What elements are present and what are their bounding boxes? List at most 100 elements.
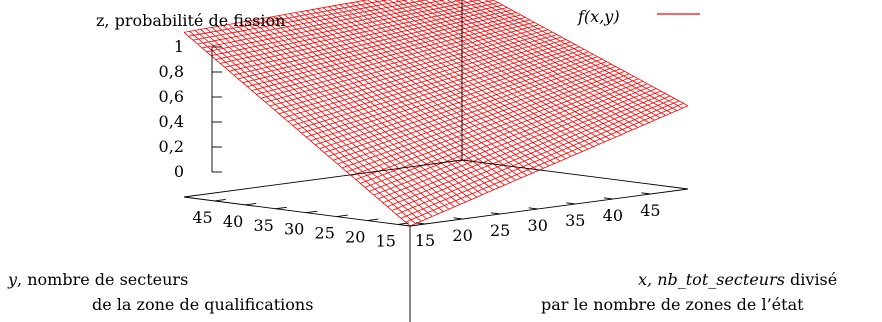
- mesh-line-y: [278, 34, 558, 115]
- mesh-line-y: [355, 75, 634, 180]
- y-axis-line: [183, 196, 411, 227]
- axes: [183, 0, 689, 322]
- y-tick: [275, 206, 287, 210]
- y-tick-label: 20: [345, 228, 365, 247]
- y-tick: [397, 222, 409, 225]
- y-tick-label: 30: [284, 220, 304, 239]
- y-axis-label-line1: y, nombre de secteurs: [7, 270, 188, 289]
- x-tick-label: 20: [452, 226, 472, 245]
- mesh-line-y: [378, 88, 657, 200]
- x-tick-label: 30: [528, 216, 548, 235]
- mesh-line-y: [211, 0, 481, 56]
- mesh-line-y: [373, 85, 652, 196]
- mesh-line-y: [224, 4, 503, 68]
- mesh-line-y: [206, 0, 464, 53]
- mesh-line-y: [247, 17, 526, 87]
- y-axis-label-line2: de la zone de qualifications: [92, 295, 313, 314]
- x-tick-label: 35: [565, 211, 585, 230]
- mesh-line-y: [269, 29, 549, 107]
- mesh-line-y: [405, 103, 684, 223]
- y-axis-var: y: [7, 270, 18, 289]
- mesh-line-y: [400, 100, 680, 219]
- x-tick: [528, 207, 538, 210]
- mesh-line-y: [351, 73, 630, 177]
- mesh-line-y: [396, 98, 675, 215]
- y-tick-label: 35: [253, 216, 273, 235]
- y-tick: [245, 202, 257, 206]
- x-tick: [603, 197, 613, 200]
- y-tick: [367, 218, 379, 221]
- mesh-line-y: [260, 24, 539, 99]
- mesh-line-x: [183, 32, 411, 227]
- surface-mesh: [183, 0, 689, 227]
- mesh-line-y: [188, 0, 390, 37]
- mesh-line-y: [319, 56, 598, 149]
- mesh-line-y: [215, 0, 494, 60]
- y-axis-text: , nombre de secteurs: [17, 270, 188, 289]
- x-axis-label-line1: x, nb_tot_secteurs divisé: [638, 270, 837, 289]
- x-tick-label: 15: [415, 231, 435, 250]
- mesh-line-y: [323, 58, 603, 153]
- x-tick-label: 40: [603, 206, 623, 225]
- mesh-line-y: [409, 105, 689, 227]
- mesh-line-y: [283, 36, 562, 118]
- x-tick: [453, 217, 463, 220]
- mesh-line-y: [202, 0, 446, 49]
- x-tick: [415, 222, 426, 225]
- z-tick-label: 0,8: [159, 62, 184, 81]
- mesh-line-y: [274, 31, 553, 111]
- mesh-line-y: [369, 83, 648, 192]
- tick-labels: 0 0,2 0,4 0,6 0,8 1 15 20 25 30 35 40 45 15 20 25 30 35 40…: [159, 37, 661, 250]
- back-y-line: [461, 159, 689, 190]
- mesh-line-y: [183, 0, 369, 33]
- z-tick-label: 0,2: [159, 137, 184, 156]
- x-axis-label-line2: par le nombre de zones de l’état: [541, 295, 804, 314]
- x-tick-label: 45: [640, 201, 660, 220]
- z-tick-label: 0: [174, 162, 184, 181]
- x-axis-var: x,: [638, 270, 657, 289]
- legend-label: f(x,y): [577, 7, 620, 26]
- mesh-line-y: [391, 95, 671, 211]
- z-tick-label: 1: [174, 37, 184, 56]
- mesh-line-y: [256, 21, 535, 95]
- y-tick-label: 45: [192, 208, 212, 227]
- y-tick-label: 15: [376, 231, 396, 250]
- mesh-line-y: [364, 80, 643, 188]
- mesh-line-y: [337, 66, 616, 165]
- mesh-line-y: [296, 44, 576, 130]
- mesh-line-y: [251, 19, 530, 91]
- x-axis-name: nb_tot_secteurs: [657, 270, 785, 289]
- mesh-line-y: [233, 9, 512, 76]
- mesh-line-y: [360, 78, 639, 184]
- mesh-line-y: [342, 68, 621, 169]
- x-tick: [641, 192, 651, 195]
- mesh-line-y: [192, 0, 409, 41]
- y-tick: [306, 210, 318, 214]
- mesh-line-y: [333, 63, 612, 161]
- x-tick: [491, 212, 501, 215]
- x-tick-label: 25: [490, 221, 510, 240]
- mesh-line-y: [197, 0, 428, 45]
- mesh-line-y: [387, 93, 666, 207]
- back-x-line: [183, 159, 463, 198]
- mesh-line-y: [229, 7, 508, 72]
- mesh-line-y: [346, 71, 625, 173]
- mesh-line-y: [242, 14, 521, 84]
- z-axis-label: z, probabilité de fission: [96, 11, 285, 30]
- mesh-line-y: [220, 2, 499, 64]
- mesh-line-y: [265, 26, 544, 103]
- mesh-line-y: [238, 12, 517, 80]
- x-axis-rest: divisé: [785, 270, 837, 289]
- mesh-line-y: [382, 90, 662, 204]
- y-tick: [214, 198, 226, 202]
- mesh-line-y: [305, 48, 585, 138]
- mesh-line-y: [287, 39, 567, 122]
- mesh-line-y: [314, 53, 594, 146]
- mesh-line-y: [328, 61, 607, 157]
- z-tick-label: 0,6: [159, 87, 184, 106]
- mesh-line-y: [301, 46, 580, 134]
- y-tick-label: 40: [223, 212, 243, 231]
- y-tick: [336, 214, 348, 218]
- mesh-line-y: [292, 41, 571, 126]
